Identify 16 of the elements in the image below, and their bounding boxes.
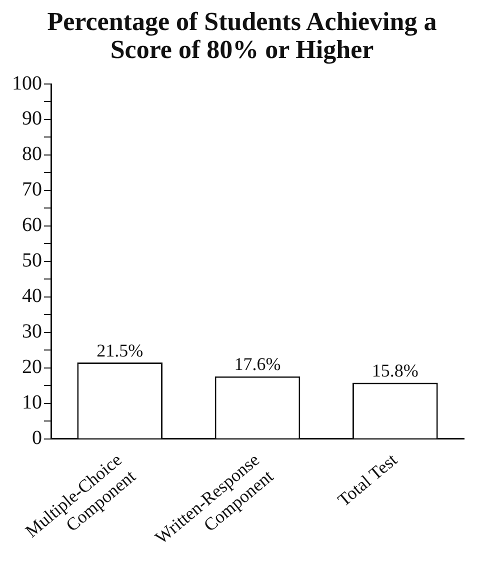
y-tick-label: 60 [22,214,42,236]
data-label: 17.6% [234,354,281,374]
y-tick-label: 70 [22,178,42,201]
y-tick-label: 20 [22,356,42,378]
y-tick-label: 0 [32,427,42,450]
data-label: 21.5% [96,340,144,360]
chart-title: Percentage of Students Achieving a Score of 80% or Higher [46,7,438,64]
y-tick-label: 90 [22,108,42,130]
y-tick-label: 10 [22,392,42,414]
y-tick-label: 100 [12,72,42,94]
y-tick-label: 50 [22,250,42,272]
y-tick-label: 80 [22,143,42,166]
y-tick-label: 30 [22,320,42,343]
data-label: 15.8% [372,360,418,380]
x-tick-label: Total Test [334,449,401,510]
y-tick-label: 40 [22,285,42,308]
